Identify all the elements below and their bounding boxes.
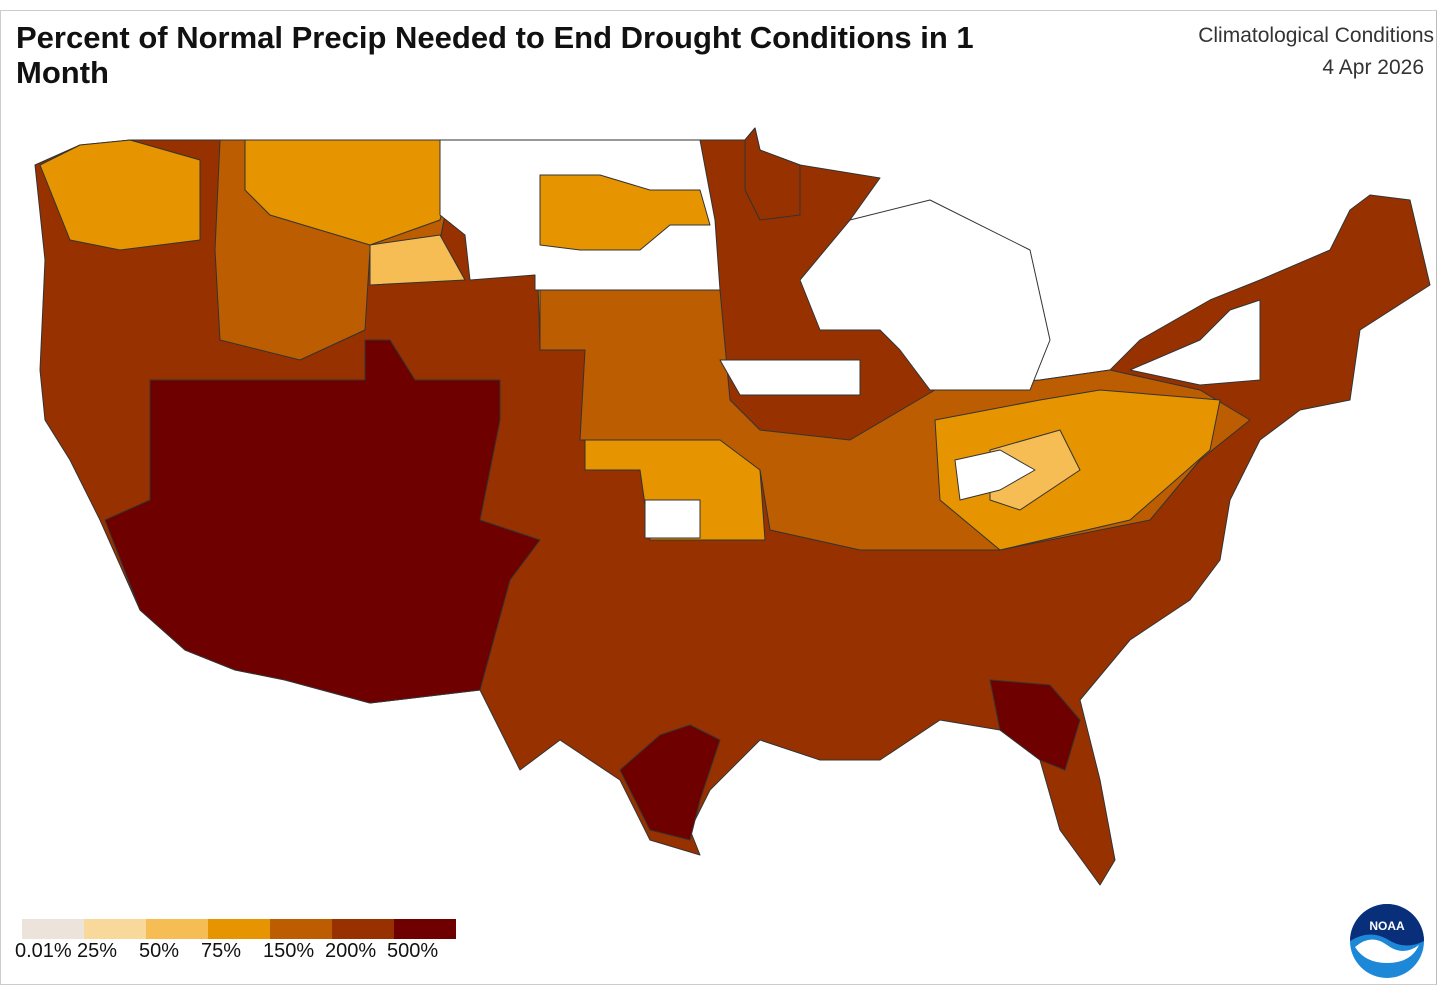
- region-minnesota: [744, 127, 801, 221]
- page-title: Percent of Normal Precip Needed to End D…: [16, 20, 974, 90]
- region-great-lakes-white: [799, 199, 1051, 391]
- legend-item: 200%: [325, 919, 394, 963]
- region-kentucky-white: [954, 449, 1036, 501]
- map-subtitle: Climatological Conditions 4 Apr 2026: [1198, 20, 1434, 84]
- region-washington: [39, 139, 201, 251]
- region-texas-coast: [619, 724, 721, 841]
- legend: 0.01% 25% 50% 75% 150% 200% 500%: [15, 919, 456, 963]
- legend-item: 150%: [263, 919, 332, 963]
- legend-item: 75%: [201, 919, 270, 963]
- region-new-york-white: [1129, 299, 1261, 386]
- region-plains-yellow: [369, 234, 466, 286]
- region-kansas-white: [644, 499, 701, 539]
- region-florida-georgia: [989, 679, 1081, 771]
- legend-item: 50%: [139, 919, 208, 963]
- region-southwest: [104, 339, 541, 704]
- legend-item: 0.01%: [15, 919, 84, 963]
- legend-item: 25%: [77, 919, 146, 963]
- legend-item: 500%: [387, 919, 456, 963]
- svg-text:NOAA: NOAA: [1369, 919, 1405, 933]
- region-nd-orange: [539, 174, 711, 251]
- subtitle: Climatological Conditions: [1198, 24, 1434, 47]
- noaa-logo: NOAA: [1350, 904, 1424, 978]
- map-date: 4 Apr 2026: [1322, 56, 1424, 79]
- region-iowa-white: [719, 359, 861, 396]
